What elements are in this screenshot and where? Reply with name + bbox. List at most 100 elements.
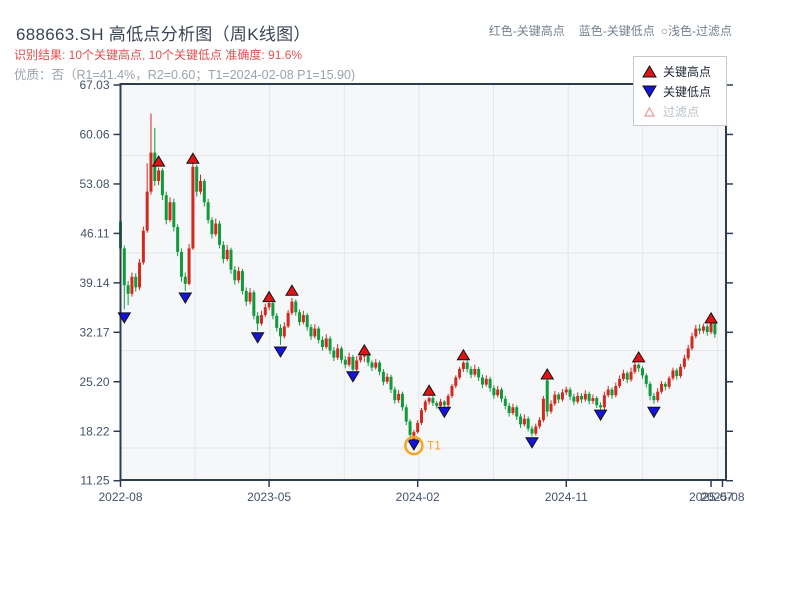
candle-body: [660, 383, 664, 392]
triangle-open-icon: [643, 106, 656, 117]
candle-body: [427, 398, 431, 402]
candle-body: [259, 315, 263, 324]
candle-body: [637, 364, 641, 369]
key-low-marker: [437, 406, 452, 419]
key-low-marker: [406, 439, 421, 451]
y-axis-label: 39.14: [79, 276, 109, 290]
candle-body: [172, 202, 176, 228]
candle-body: [538, 420, 542, 427]
triangle-down-blue-icon: [642, 85, 657, 98]
candle-body: [431, 398, 435, 404]
candle-body: [435, 403, 439, 406]
candle-body: [701, 326, 705, 331]
y-axis-label: 18.22: [79, 424, 109, 438]
quality-line: 优质：否（R1=41.4%，R2=0.60；T1=2024-02-08 P1=1…: [14, 68, 356, 82]
plot-background: [120, 84, 726, 480]
key-high-marker: [285, 284, 299, 296]
candle-body: [686, 348, 690, 359]
candle-body: [275, 315, 279, 328]
candle-body: [126, 285, 130, 294]
candle-body: [267, 303, 271, 308]
recognition-result-line: 识别结果: 10个关键高点, 10个关键低点 准确度: 91.6%: [14, 48, 303, 62]
key-low-marker: [273, 346, 288, 358]
chart-legend: 关键高点 关键低点 过滤点: [633, 56, 727, 126]
t1-label: T1: [427, 439, 441, 453]
candle-body: [492, 388, 496, 396]
y-axis-label: 46.11: [80, 226, 109, 240]
candle-body: [572, 396, 576, 402]
candle-body: [713, 322, 717, 335]
y-axis-label: 11.25: [80, 474, 109, 488]
candle-body: [557, 394, 561, 400]
candle-body: [359, 356, 363, 361]
x-axis-label: 2024-02: [396, 490, 440, 504]
color-key-legend: 红色-关键高点 蓝色-关键低点 ○浅色-过滤点: [489, 22, 732, 39]
candle-body: [496, 389, 500, 396]
candle-body: [351, 356, 355, 370]
candlestick-series: [119, 113, 717, 448]
candle-body: [416, 422, 420, 433]
candle-body: [446, 395, 450, 406]
key-low-marker: [593, 409, 608, 422]
candle-body: [576, 395, 580, 402]
candle-body: [195, 166, 199, 192]
candle-body: [252, 292, 256, 316]
candle-body: [679, 366, 683, 377]
candle-body: [690, 336, 694, 349]
candle-body: [477, 368, 481, 378]
key-high-marker: [151, 155, 166, 167]
candle-body: [153, 152, 157, 181]
candle-body: [614, 386, 618, 396]
candle-body: [248, 292, 252, 302]
candle-body: [237, 271, 241, 281]
candle-body: [541, 398, 545, 421]
candle-body: [534, 426, 538, 434]
candle-body: [507, 405, 511, 413]
candle-body: [671, 370, 675, 379]
candle-body: [618, 378, 622, 387]
candle-body: [271, 303, 275, 316]
x-axis-label: 2025-07: [689, 490, 733, 504]
candle-body: [179, 251, 183, 277]
candle-body: [313, 328, 317, 337]
candle-body: [214, 223, 218, 235]
candle-body: [709, 322, 713, 333]
candle-body: [149, 152, 153, 192]
candle-body: [324, 338, 328, 347]
candle-body: [640, 368, 644, 376]
candle-body: [218, 223, 222, 245]
candle-body: [347, 356, 351, 365]
candle-body: [378, 362, 382, 372]
y-axis-label: 32.17: [79, 325, 109, 339]
candle-body: [221, 244, 225, 260]
candle-body: [423, 401, 427, 411]
legend-item-filtered: 过滤点: [642, 101, 726, 121]
candle-body: [652, 395, 656, 401]
x-axis-label: 2025-08: [700, 490, 744, 504]
candle-body: [419, 410, 423, 423]
candle-body: [583, 393, 587, 400]
key-high-marker: [631, 350, 646, 363]
candle-body: [522, 418, 526, 425]
x-axis-label: 2023-05: [247, 490, 291, 504]
candle-body: [393, 389, 397, 401]
candle-body: [591, 398, 595, 401]
candle-body: [656, 391, 660, 401]
y-axis-label: 67.03: [79, 78, 109, 92]
candle-body: [298, 312, 302, 323]
candle-body: [629, 371, 633, 380]
candle-body: [515, 407, 519, 417]
candle-body: [366, 355, 370, 363]
candle-body: [587, 393, 591, 401]
legend-label-key-high: 关键高点: [663, 64, 712, 79]
candle-body: [484, 378, 488, 385]
candle-body: [408, 421, 412, 435]
candle-body: [461, 362, 465, 369]
legend-label-key-low: 关键低点: [663, 84, 712, 99]
candle-body: [229, 249, 233, 270]
y-axis-label: 25.20: [79, 375, 109, 389]
candle-body: [191, 166, 195, 249]
plot-border: [119, 83, 727, 481]
candle-body: [183, 276, 187, 284]
